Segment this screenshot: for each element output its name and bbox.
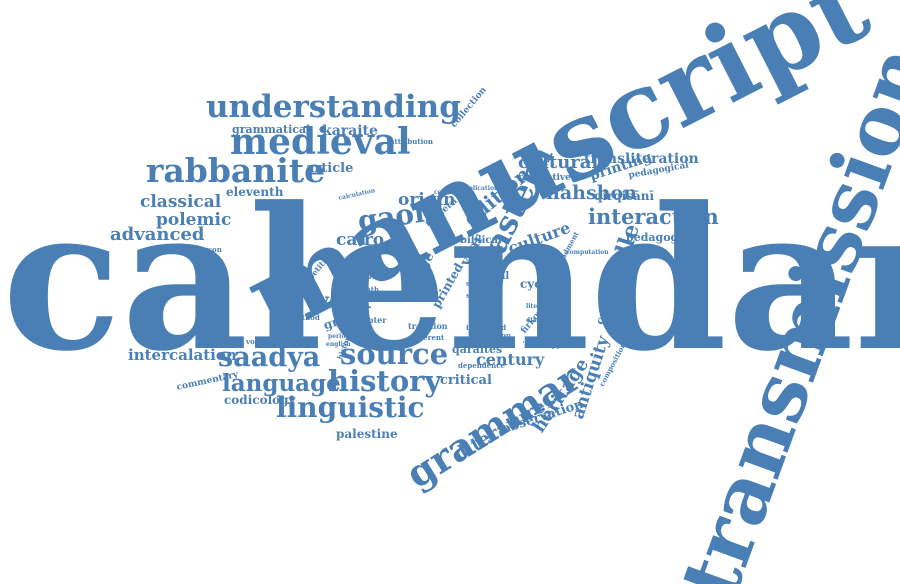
word-english: english	[326, 341, 351, 348]
word-origin: origin	[398, 190, 456, 210]
word-literally: literally	[526, 303, 553, 310]
word-disciplerson: disciplerson	[174, 245, 222, 254]
word-transliteration: transliteration	[584, 151, 699, 167]
word-critical: critical	[440, 373, 492, 388]
word-nahshon: nahshon	[546, 182, 637, 204]
word-source: source	[340, 337, 449, 371]
word-karaite: karaite	[322, 123, 378, 139]
word-system: system	[466, 279, 494, 288]
word-rabbanite: rabbanite	[146, 151, 326, 190]
word-reiterative: reiterative	[518, 173, 571, 183]
word-palestine: palestine	[336, 427, 398, 441]
word-cultural: cultural	[518, 152, 599, 173]
word-linguistic: linguistic	[276, 391, 425, 424]
word-tenth: tenth	[358, 285, 380, 294]
word-period: period	[328, 333, 350, 340]
word-book: book	[396, 239, 413, 246]
word-attribution: attribution	[390, 137, 433, 146]
word-classical: classical	[140, 192, 222, 212]
word-implication: implication	[460, 185, 499, 192]
word-study: study	[342, 305, 370, 315]
word-intercalation: intercalation	[128, 346, 237, 364]
word-ibraniyya: ʿibrāniyya	[522, 339, 567, 349]
word-different: different	[410, 333, 445, 342]
word-cycle: cycle	[520, 277, 554, 291]
word-pedagogy: pedagogy	[626, 231, 685, 244]
word-diaspora: diaspora	[526, 317, 555, 324]
word-computation: computation	[566, 249, 609, 256]
word-language: language	[222, 370, 341, 397]
word-advanced: advanced	[110, 224, 205, 245]
word-kitab: kitāb	[352, 261, 378, 271]
word-calendrical: calendrical	[518, 251, 562, 260]
word-correction: correction	[434, 189, 469, 196]
word-evaluation: evaluation	[470, 331, 511, 340]
word-table: table	[354, 271, 383, 282]
word-scholar: scholar	[466, 291, 495, 300]
word-dependence: dependence	[458, 361, 505, 370]
word-method: method	[290, 313, 320, 322]
word-eleventh: eleventh	[226, 185, 284, 199]
word-work: work	[310, 288, 371, 314]
word-vocalization: vocalization	[246, 337, 294, 346]
word-understanding: understanding	[206, 89, 461, 125]
word-interaction: interaction	[588, 204, 719, 229]
word-medieval: medieval	[230, 121, 411, 163]
word-article: article	[306, 161, 354, 176]
word-qaraites: qaraites	[452, 343, 503, 356]
word-century: century	[476, 350, 545, 369]
word-calendar: calendar	[2, 165, 900, 395]
word-qirqisani: qirqisānī	[594, 189, 655, 203]
word-chapter: chapter	[352, 315, 387, 325]
word-biblical: biblical	[460, 235, 502, 246]
word-interested: interested	[466, 323, 507, 332]
word-grammatical: grammatical	[232, 123, 311, 136]
word-saadya: saadya	[218, 342, 321, 373]
word-history: history	[328, 364, 442, 398]
word-codicology: codicology	[224, 393, 296, 407]
word-tradition: tradition	[408, 321, 448, 331]
word-cairo: cairo	[336, 230, 385, 250]
word-textual: textual	[470, 271, 510, 282]
word-polemic: polemic	[156, 210, 232, 230]
